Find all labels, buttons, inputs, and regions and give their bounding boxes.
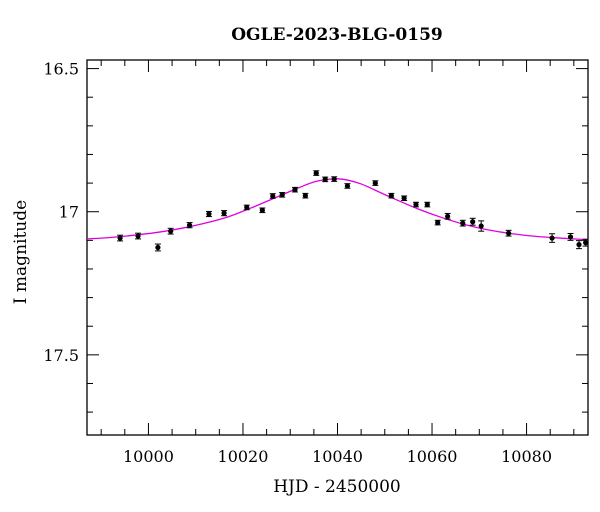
data-marker xyxy=(313,170,319,176)
data-marker xyxy=(331,176,337,182)
data-marker xyxy=(117,235,123,241)
data-marker xyxy=(424,201,430,208)
data-marker xyxy=(435,219,441,226)
y-axis-label: I magnitude xyxy=(11,200,31,304)
data-point xyxy=(469,217,476,226)
data-point xyxy=(117,234,124,242)
data-point xyxy=(372,180,379,186)
data-marker xyxy=(292,187,298,193)
data-marker xyxy=(401,195,407,201)
y-tick-label: 17.5 xyxy=(43,346,79,365)
data-marker xyxy=(279,192,285,198)
data-marker xyxy=(470,219,476,225)
plot-border xyxy=(86,59,589,436)
data-marker xyxy=(583,240,588,246)
data-marker xyxy=(302,193,308,199)
x-tick-label: 10080 xyxy=(501,447,552,466)
axes: 10000 10020 10040 10060 10080 16.5 17 17.5 xyxy=(43,60,588,466)
data-marker xyxy=(567,234,574,240)
data-point xyxy=(331,176,338,182)
data-point xyxy=(424,201,431,208)
data-marker xyxy=(388,193,394,199)
data-point xyxy=(478,220,485,232)
plot-frame xyxy=(86,59,589,436)
data-point xyxy=(344,183,351,189)
data-point xyxy=(576,240,583,250)
data-marker xyxy=(549,235,555,241)
y-tick-label: 16.5 xyxy=(43,60,79,79)
data-point xyxy=(279,192,286,198)
data-point xyxy=(302,192,309,199)
data-point xyxy=(434,219,441,226)
x-tick-label: 10040 xyxy=(312,447,363,466)
data-marker xyxy=(344,183,351,189)
data-point xyxy=(186,222,193,229)
data-point xyxy=(459,219,466,227)
data-marker xyxy=(322,176,328,182)
data-point xyxy=(582,238,588,247)
data-point xyxy=(313,170,320,176)
model-curve xyxy=(87,178,588,241)
data-point xyxy=(322,176,329,183)
data-point xyxy=(388,192,395,199)
data-marker xyxy=(505,230,512,236)
data-marker xyxy=(372,180,378,186)
data-marker xyxy=(186,222,193,228)
data-marker xyxy=(270,193,276,199)
data-marker xyxy=(576,242,582,248)
data-point xyxy=(401,195,408,202)
data-marker xyxy=(155,244,161,251)
data-point xyxy=(167,227,174,235)
data-marker xyxy=(445,213,451,219)
data-point xyxy=(505,229,512,237)
data-point xyxy=(549,233,556,243)
data-point xyxy=(567,232,574,241)
data-point xyxy=(154,243,161,252)
data-point xyxy=(291,186,298,193)
data-marker xyxy=(244,204,250,211)
x-axis-label: HJD - 2450000 xyxy=(273,477,401,497)
x-tick-label: 10000 xyxy=(123,447,174,466)
data-marker xyxy=(259,207,265,213)
data-point xyxy=(444,212,451,220)
data-point xyxy=(205,210,212,218)
data-point xyxy=(269,193,276,199)
data-marker xyxy=(221,210,227,216)
y-tick-label: 17 xyxy=(59,203,79,222)
data-point xyxy=(412,201,419,208)
x-tick-label: 10060 xyxy=(407,447,458,466)
data-marker xyxy=(206,211,212,217)
data-marker xyxy=(460,220,466,226)
data-point xyxy=(135,232,142,240)
model-curve-layer xyxy=(87,178,588,241)
data-marker xyxy=(168,228,174,234)
data-marker xyxy=(478,223,484,229)
chart-title: OGLE-2023-BLG-0159 xyxy=(231,25,443,45)
data-point xyxy=(243,204,250,211)
data-marker xyxy=(135,233,141,239)
x-tick-label: 10020 xyxy=(218,447,269,466)
data-marker xyxy=(413,201,419,208)
data-point xyxy=(259,207,266,214)
data-point xyxy=(221,210,228,217)
data-points-layer xyxy=(117,170,588,252)
